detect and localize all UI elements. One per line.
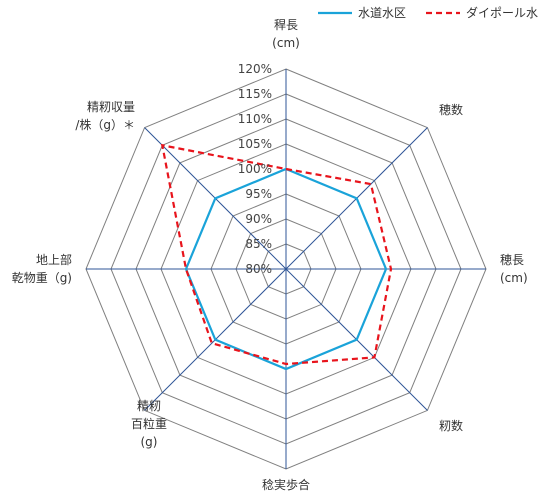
radar-tick-labels: 80% 85% 90% 95% 100% 105% 110% 115% 120% bbox=[238, 62, 272, 276]
axis-label: 稈長(cm) bbox=[272, 18, 300, 50]
tick-label: 85% bbox=[245, 237, 272, 251]
tick-label: 110% bbox=[238, 112, 272, 126]
axis-label: 穂数 bbox=[439, 102, 463, 117]
legend: 水道水区 ダイポール水 bbox=[318, 5, 538, 20]
axis-label: 精籾収量/株（g）＊ bbox=[75, 100, 135, 132]
series-line bbox=[184, 167, 388, 371]
axis-label: 稔実歩合 bbox=[262, 477, 310, 492]
legend-label: 水道水区 bbox=[358, 6, 406, 20]
tick-label: 115% bbox=[238, 87, 272, 101]
axis-label: 地上部乾物重（g) bbox=[12, 252, 72, 285]
tick-label: 105% bbox=[238, 137, 272, 151]
tick-label: 90% bbox=[245, 212, 272, 226]
tick-label: 95% bbox=[245, 187, 272, 201]
tick-label: 80% bbox=[245, 262, 272, 276]
axis-label: 穂長(cm) bbox=[500, 253, 528, 285]
axis-label: 精籾百粒重(g) bbox=[131, 399, 167, 449]
radar-series bbox=[160, 143, 393, 371]
legend-label: ダイポール水 bbox=[466, 5, 538, 20]
series-line bbox=[160, 143, 393, 366]
axis-label: 籾数 bbox=[439, 418, 463, 433]
tick-label: 100% bbox=[238, 162, 272, 176]
tick-label: 120% bbox=[238, 62, 272, 76]
